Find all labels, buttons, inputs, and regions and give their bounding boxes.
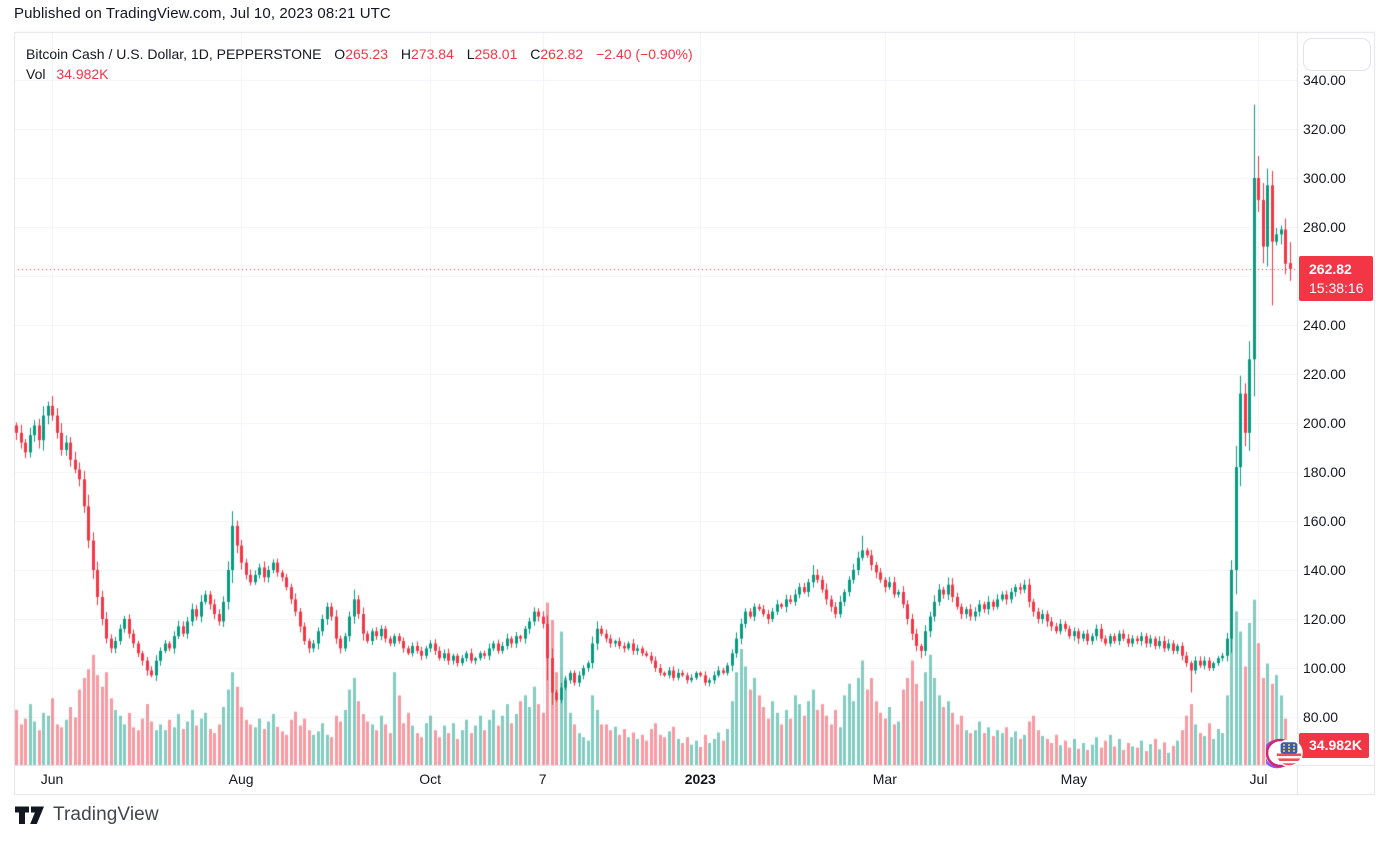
price-tick-label: 160.00 bbox=[1303, 513, 1346, 529]
economic-calendar-flags-icon[interactable] bbox=[1266, 734, 1306, 772]
price-tick-label: 280.00 bbox=[1303, 219, 1346, 235]
time-tick-label: Jul bbox=[1249, 771, 1268, 787]
time-tick-label: Mar bbox=[872, 771, 897, 787]
price-tick-label: 120.00 bbox=[1303, 611, 1346, 627]
ohlc-close: C262.82 bbox=[530, 46, 584, 62]
tradingview-logo-text: TradingView bbox=[53, 804, 159, 825]
ohlc-high: H273.84 bbox=[400, 46, 454, 62]
price-tick-label: 140.00 bbox=[1303, 562, 1346, 578]
price-tick-label: 340.00 bbox=[1303, 72, 1346, 88]
us-flag-icon bbox=[1275, 739, 1303, 767]
volume-legend: Vol 34.982K bbox=[26, 66, 109, 82]
time-tick-label: 7 bbox=[538, 771, 547, 787]
symbol-legend: Bitcoin Cash / U.S. Dollar, 1D, PEPPERST… bbox=[26, 46, 693, 62]
change-value: −2.40 (−0.90%) bbox=[596, 46, 693, 62]
price-tick-label: 240.00 bbox=[1303, 317, 1346, 333]
top-right-button[interactable] bbox=[1303, 38, 1371, 71]
volume-legend-value: 34.982K bbox=[56, 66, 109, 82]
price-tick-label: 320.00 bbox=[1303, 121, 1346, 137]
price-tick-label: 80.00 bbox=[1303, 709, 1339, 725]
bar-countdown: 15:38:16 bbox=[1309, 280, 1364, 296]
volume-legend-label: Vol bbox=[26, 66, 46, 82]
last-price-value: 262.82 bbox=[1309, 261, 1352, 277]
ohlc-low: L258.01 bbox=[466, 46, 518, 62]
time-tick-label: Jun bbox=[40, 771, 64, 787]
time-tick-label: Aug bbox=[228, 771, 254, 787]
time-tick-label: Oct bbox=[419, 771, 442, 787]
last-volume-label: 34.982K bbox=[1299, 733, 1369, 758]
price-tick-label: 300.00 bbox=[1303, 170, 1346, 186]
tradingview-logo-icon bbox=[15, 806, 44, 824]
last-price-label: 262.82 15:38:16 bbox=[1299, 256, 1373, 301]
price-tick-label: 180.00 bbox=[1303, 464, 1346, 480]
price-tick-label: 200.00 bbox=[1303, 415, 1346, 431]
symbol-title: Bitcoin Cash / U.S. Dollar, 1D, PEPPERST… bbox=[26, 46, 322, 62]
price-tick-label: 100.00 bbox=[1303, 660, 1346, 676]
ohlc-open: O265.23 bbox=[334, 46, 389, 62]
price-tick-label: 220.00 bbox=[1303, 366, 1346, 382]
time-tick-label: May bbox=[1060, 771, 1088, 787]
time-tick-label: 2023 bbox=[684, 771, 716, 787]
tradingview-logo[interactable]: TradingView bbox=[14, 804, 159, 826]
published-line: Published on TradingView.com, Jul 10, 20… bbox=[14, 5, 391, 22]
